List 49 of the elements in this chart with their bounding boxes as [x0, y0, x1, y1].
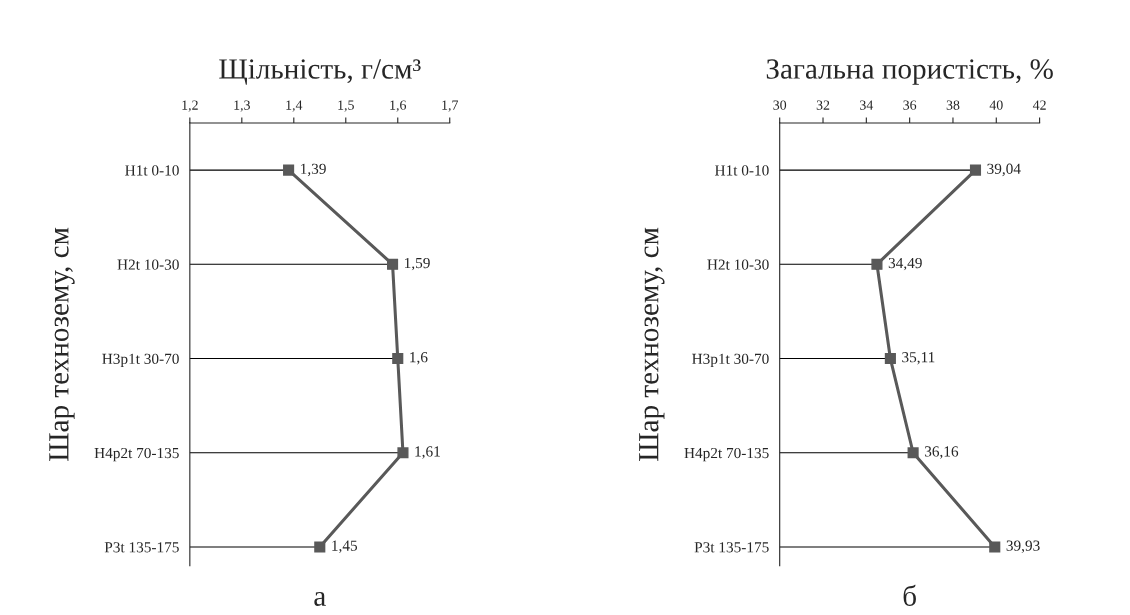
x-tick-label: 1,5 — [338, 100, 354, 112]
x-tick-label: 30 — [773, 100, 787, 110]
data-label: 1,39 — [301, 163, 326, 177]
text: а — [314, 591, 326, 606]
data-label: 1,6 — [410, 352, 428, 365]
chart-title: Щільність, г/см³ — [219, 59, 421, 85]
y-tick-label: H4p2t 70-135 — [684, 447, 769, 462]
point — [989, 541, 1001, 553]
x-tick-label: 1,7 — [442, 100, 459, 112]
data-label: 1,59 — [405, 257, 430, 271]
point — [884, 352, 896, 365]
data-label: 39,93 — [1006, 540, 1040, 553]
y-tick-label: H1t 0-10 — [125, 165, 179, 176]
x-tick-label: 40 — [989, 100, 1003, 110]
point — [969, 164, 982, 176]
x-tick-label: 1,4 — [286, 100, 303, 112]
x-tick-label: 1,6 — [390, 100, 407, 112]
x-tick-label: 38 — [946, 100, 960, 110]
x-tick-label: 1,3 — [234, 100, 250, 112]
data-label: 34,49 — [888, 257, 922, 271]
point — [392, 352, 404, 365]
point — [907, 447, 919, 459]
point — [387, 258, 399, 270]
data-label: 36,16 — [924, 446, 959, 459]
point — [397, 447, 409, 459]
x-tick-label: 32 — [816, 100, 830, 110]
data-label: 39,04 — [987, 163, 1021, 177]
point — [314, 541, 326, 553]
y-tick-label: H1t 0-10 — [714, 165, 769, 176]
data-label: 1,61 — [415, 446, 440, 459]
point — [871, 258, 883, 270]
point — [283, 164, 295, 176]
x-tick-label: 36 — [903, 100, 917, 110]
y-axis-title: Шар технозему, см — [639, 227, 665, 462]
y-tick-label: H2t 10-30 — [117, 259, 179, 270]
x-tick-label: 34 — [860, 100, 874, 110]
y-axis-title: Шар технозему, см — [49, 227, 75, 462]
y-tick-label: P3t 135-175 — [694, 542, 769, 553]
text: б — [903, 584, 916, 606]
y-tick-label: H2t 10-30 — [707, 259, 769, 270]
x-tick-label: 1,2 — [182, 100, 198, 112]
y-tick-label: H4p2t 70-135 — [94, 447, 179, 462]
y-tick-label: H3p1t 30-70 — [102, 353, 179, 368]
y-tick-label: P3t 135-175 — [104, 542, 179, 553]
chart-title: Загальна пористість, % — [766, 59, 1053, 85]
data-label: 1,45 — [332, 540, 358, 553]
y-tick-label: H3p1t 30-70 — [692, 353, 769, 368]
data-label: 35,11 — [902, 352, 935, 365]
x-tick-label: 42 — [1032, 100, 1046, 110]
